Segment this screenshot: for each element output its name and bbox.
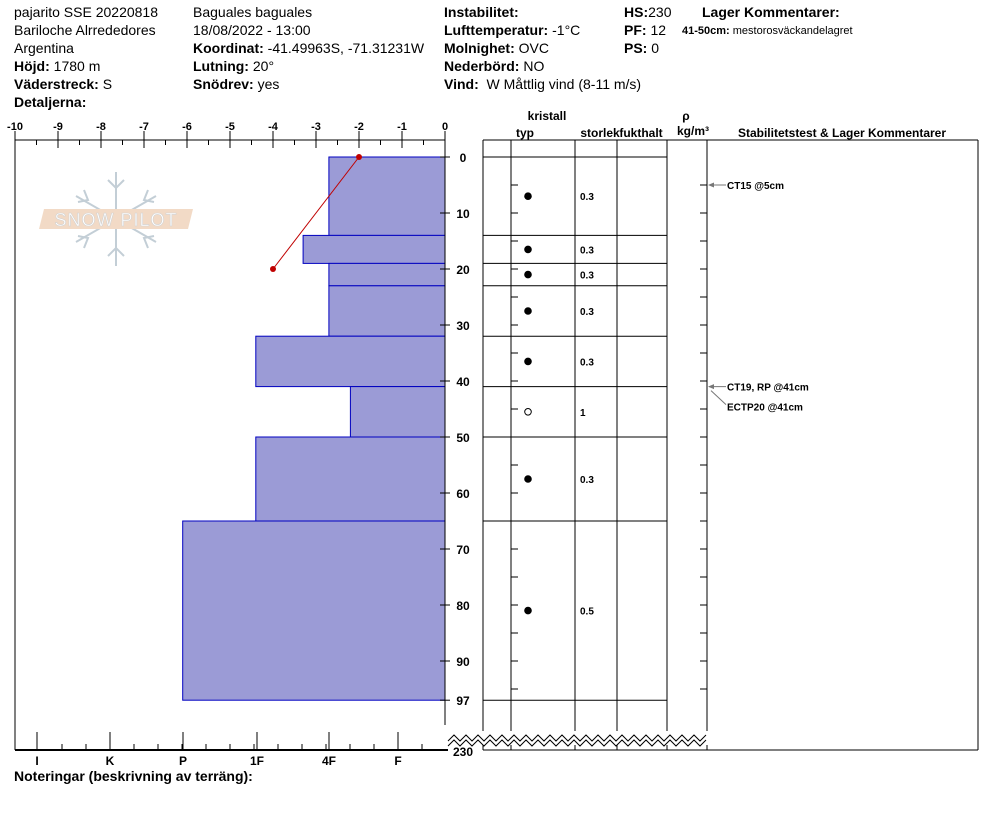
air-temp: Lufttemperatur: -1°C [444,22,581,38]
foot-penetration: PF: 12 [624,22,667,38]
hardness-tick-label: P [179,754,187,768]
country: Argentina [14,40,74,56]
depth-tick-label: 97 [456,694,470,708]
temp-tick-label: -5 [225,121,235,133]
crystal-size: 0.3 [580,245,594,256]
depth-tick-label: 70 [456,543,470,557]
layer-bar [182,520,446,701]
notes-label: Noteringar (beskrivning av terräng): [14,768,253,784]
elevation: Höjd: 1780 m [14,58,101,74]
hardness-tick-label: 4F [322,754,336,768]
layer-bar [302,234,446,264]
temp-tick-label: -9 [53,121,63,133]
table-header: fukthalt [619,126,662,140]
sky-cover: Molnighet: OVC [444,40,549,56]
stability-test-label: ECTP20 @41cm [727,403,803,414]
temp-tick-label: -1 [397,121,407,133]
layer-bar [328,156,446,236]
hardness-tick-label: I [35,754,38,768]
table-header: storlek [580,126,620,140]
temp-tick-label: -6 [182,121,192,133]
ski-penetration: PS: 0 [624,40,660,56]
depth-break [447,731,709,747]
precipitation: Nederbörd: NO [444,58,545,74]
snowpilot-logo: SNOW PILOT [39,172,193,266]
crystal-type-icon [524,192,532,200]
crystal-type-icon [524,245,532,254]
arrow-head-icon [708,384,714,390]
layer-comment: 41-50cm: mestorosväckandelagret [682,25,853,37]
temperature-line [272,156,360,270]
temp-tick-label: -3 [311,121,321,133]
crystal-size: 1 [580,408,586,419]
table-header: kg/m³ [677,124,709,138]
svg-text:SNOW PILOT: SNOW PILOT [54,210,177,230]
crystal-type-icon [524,357,532,366]
test-arrow [710,390,727,405]
hardness-tick-label: K [106,754,115,768]
stability-test-label: CT15 @5cm [727,181,784,192]
temp-tick-label: -8 [96,121,106,133]
table-header: Stabilitetstest & Lager Kommentarer [738,126,946,140]
depth-tick-label: 30 [456,319,470,333]
zigzag-line [447,734,707,742]
crystal-type-icon [524,270,532,279]
instability: Instabilitet: [444,4,519,20]
table-header: typ [516,126,534,140]
aspect: Väderstreck: S [14,76,113,92]
crystal-size: 0.5 [580,607,594,618]
temp-tick-label: -7 [139,121,149,133]
layer-bar [328,262,446,287]
temp-tick-label: -2 [354,121,364,133]
temp-tick-label: -10 [7,121,23,133]
depth-tick-label: 50 [456,431,470,445]
crystal-type-icon [524,606,532,615]
wind: Vind: W Måttlig vind (8-11 m/s) [444,76,642,92]
hardness-tick-label: 1F [250,754,264,768]
location: Bariloche Alrrededores [14,22,156,38]
temperature-point [270,266,276,272]
depth-tick-label: 40 [456,375,470,389]
depth-tick-label: 20 [456,263,470,277]
crystal-size: 0.3 [580,475,594,486]
layer-bar [349,386,446,438]
hardness-tick-label: F [394,754,401,768]
depth-tick-label: 80 [456,599,470,613]
coordinates: Koordinat: -41.49963S, -71.31231W [193,40,425,56]
table-header: ρ [682,109,689,123]
table-header: kristall [528,109,567,123]
crystal-size: 0.3 [580,357,594,368]
crystal-type-icon [524,475,532,483]
crystal-size: 0.3 [580,307,594,318]
depth-tick-label: 0 [460,151,467,165]
crystal-type-icon [524,408,532,416]
arrow-head-icon [708,182,714,188]
wind-drift: Snödrev: yes [193,76,280,92]
temp-tick-label: -4 [268,121,279,133]
depth-total-label: 230 [453,745,473,759]
crystal-size: 0.3 [580,271,594,282]
layer-bar [255,335,446,388]
snow-height: HS:230 [624,4,672,20]
temperature-point [356,154,362,160]
crystal-type-icon [524,307,532,315]
crystal-size: 0.3 [580,192,594,203]
details-label: Detaljerna: [14,94,87,110]
depth-tick-label: 90 [456,655,470,669]
depth-tick-label: 60 [456,487,470,501]
depth-tick-label: 10 [456,207,470,221]
zigzag-line [447,739,707,747]
profile-name: pajarito SSE 20220818 [14,4,158,20]
slope: Lutning: 20° [193,58,275,74]
layer-comments-title: Lager Kommentarer: [702,4,840,20]
site-name: Baguales baguales [193,4,313,20]
stability-test-label: CT19, RP @41cm [727,383,809,394]
temp-tick-label: 0 [442,121,448,133]
datetime: 18/08/2022 - 13:00 [193,22,311,38]
layer-bar [255,436,446,522]
layer-bar [328,285,446,337]
